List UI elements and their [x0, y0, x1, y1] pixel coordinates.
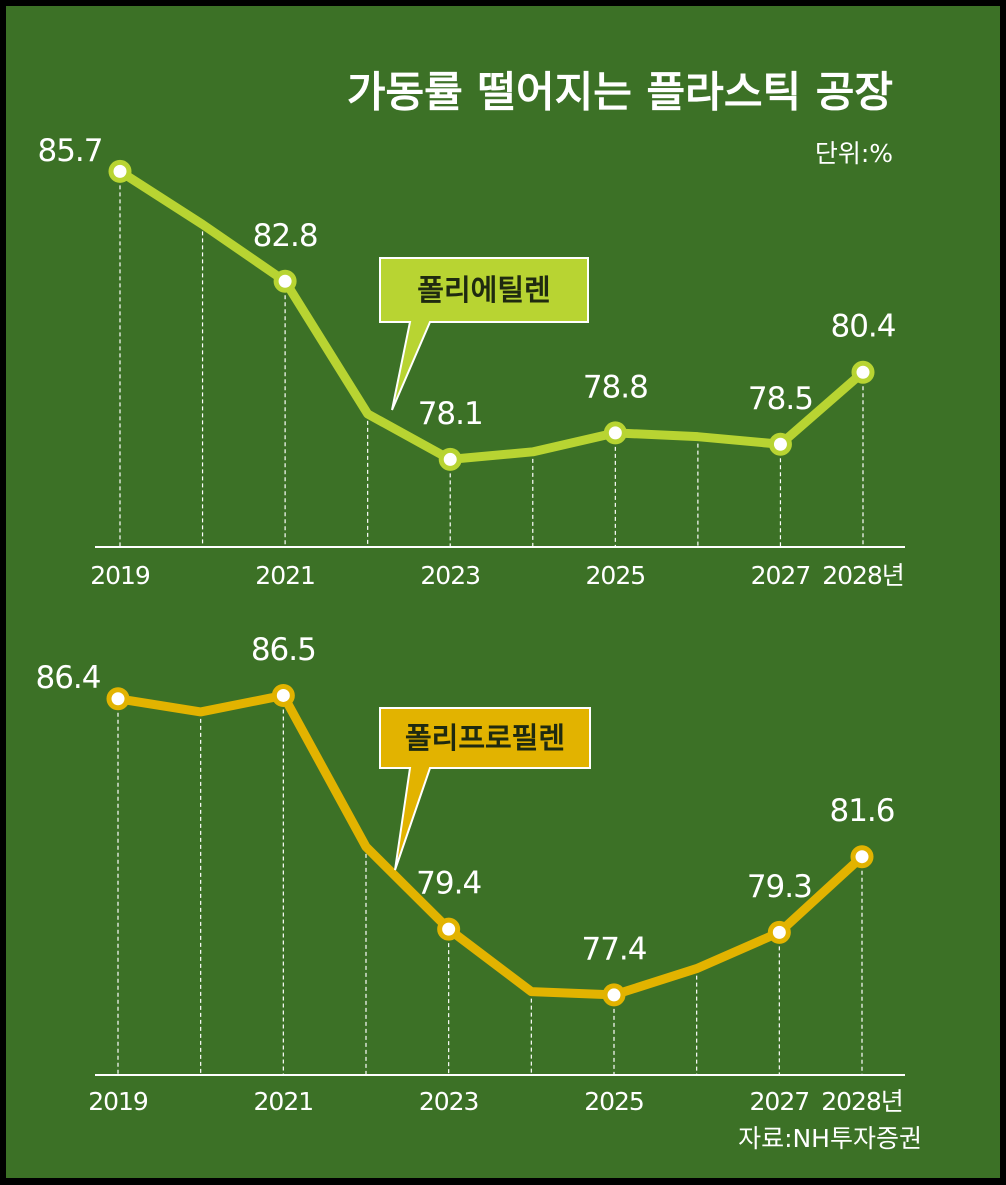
- data-label: 79.4: [416, 866, 481, 902]
- point: [273, 269, 297, 293]
- point: [767, 920, 791, 944]
- callout-box: [379, 257, 589, 411]
- data-label: 79.3: [747, 869, 812, 905]
- x-tick-label: 2019: [90, 561, 150, 590]
- data-label: 85.7: [37, 133, 102, 169]
- point: [602, 983, 626, 1007]
- data-label: 81.6: [829, 793, 894, 829]
- callout-box: [379, 707, 591, 871]
- x-tick-label: 2021: [255, 561, 315, 590]
- x-tick-label: 2023: [420, 561, 480, 590]
- point: [437, 917, 461, 941]
- background: [6, 6, 1000, 1178]
- x-tick-label: 2028년: [821, 1087, 903, 1116]
- x-tick-label: 2019: [88, 1087, 148, 1116]
- point: [108, 159, 132, 183]
- data-label: 86.4: [35, 660, 100, 696]
- x-tick-label: 2025: [584, 1087, 644, 1116]
- x-tick-label: 2025: [586, 561, 646, 590]
- data-label: 86.5: [251, 632, 316, 668]
- chart-title: 가동률 떨어지는 플라스틱 공장: [347, 68, 893, 117]
- point: [851, 360, 875, 384]
- point: [106, 687, 130, 711]
- point: [271, 683, 295, 707]
- data-label: 78.5: [748, 381, 813, 417]
- x-tick-label: 2023: [419, 1087, 479, 1116]
- point: [438, 447, 462, 471]
- legend-label: 폴리프로필렌: [405, 721, 565, 755]
- point: [603, 421, 627, 445]
- unit-label: 단위:%: [815, 139, 893, 168]
- x-tick-label: 2027: [751, 561, 811, 590]
- legend-label: 폴리에틸렌: [417, 273, 550, 307]
- source-label: 자료:NH투자증권: [738, 1124, 922, 1153]
- data-label: 80.4: [830, 309, 895, 345]
- series-line: [117, 167, 866, 464]
- data-label: 78.1: [418, 396, 483, 432]
- x-tick-label: 2027: [750, 1087, 810, 1116]
- data-label: 78.8: [583, 369, 648, 405]
- point: [850, 845, 874, 869]
- x-tick-label: 2028년: [822, 561, 904, 590]
- x-tick-label: 2021: [254, 1087, 314, 1116]
- data-label: 82.8: [253, 218, 318, 254]
- point: [768, 432, 792, 456]
- series-line: [117, 690, 866, 1000]
- data-label: 77.4: [581, 931, 646, 967]
